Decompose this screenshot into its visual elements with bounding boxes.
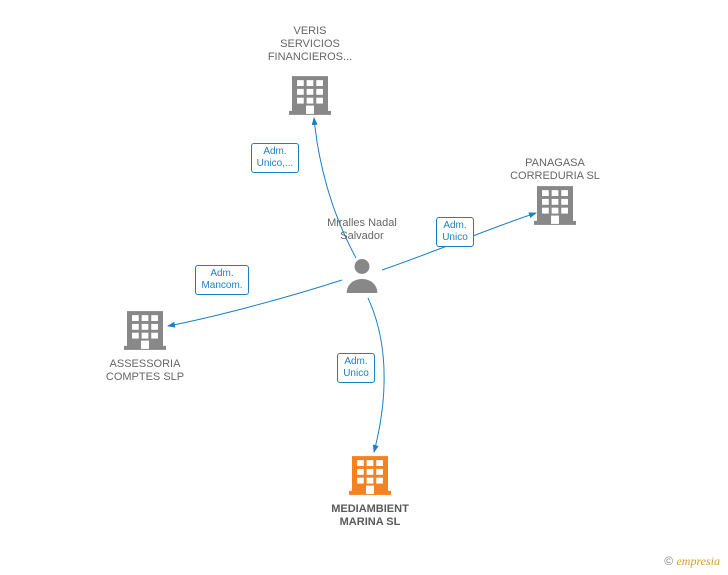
diagram-svg [0, 0, 728, 575]
center-label: Miralles Nadal Salvador [322, 217, 402, 243]
edge-label-assessoria: Adm. Mancom. [195, 265, 248, 295]
building-icon-panagasa [534, 186, 576, 225]
building-icon-veris [289, 76, 331, 115]
watermark: © empresia [664, 554, 720, 569]
node-label-panagasa: PANAGASA CORREDURIA SL [485, 157, 625, 183]
edge-label-veris: Adm. Unico,... [251, 143, 300, 173]
copyright-symbol: © [664, 554, 673, 568]
node-label-mediambient: MEDIAMBIENT MARINA SL [300, 503, 440, 529]
brand-name: empresia [676, 554, 720, 568]
building-icon-assessoria [124, 311, 166, 350]
center-person-icon [347, 259, 378, 293]
edge-label-panagasa: Adm. Unico [436, 217, 474, 247]
building-icon-mediambient [349, 456, 391, 495]
node-label-veris: VERIS SERVICIOS FINANCIEROS... [240, 25, 380, 65]
edge-assessoria [168, 280, 342, 326]
edge-label-mediambient: Adm. Unico [337, 353, 375, 383]
node-label-assessoria: ASSESSORIA COMPTES SLP [75, 358, 215, 384]
